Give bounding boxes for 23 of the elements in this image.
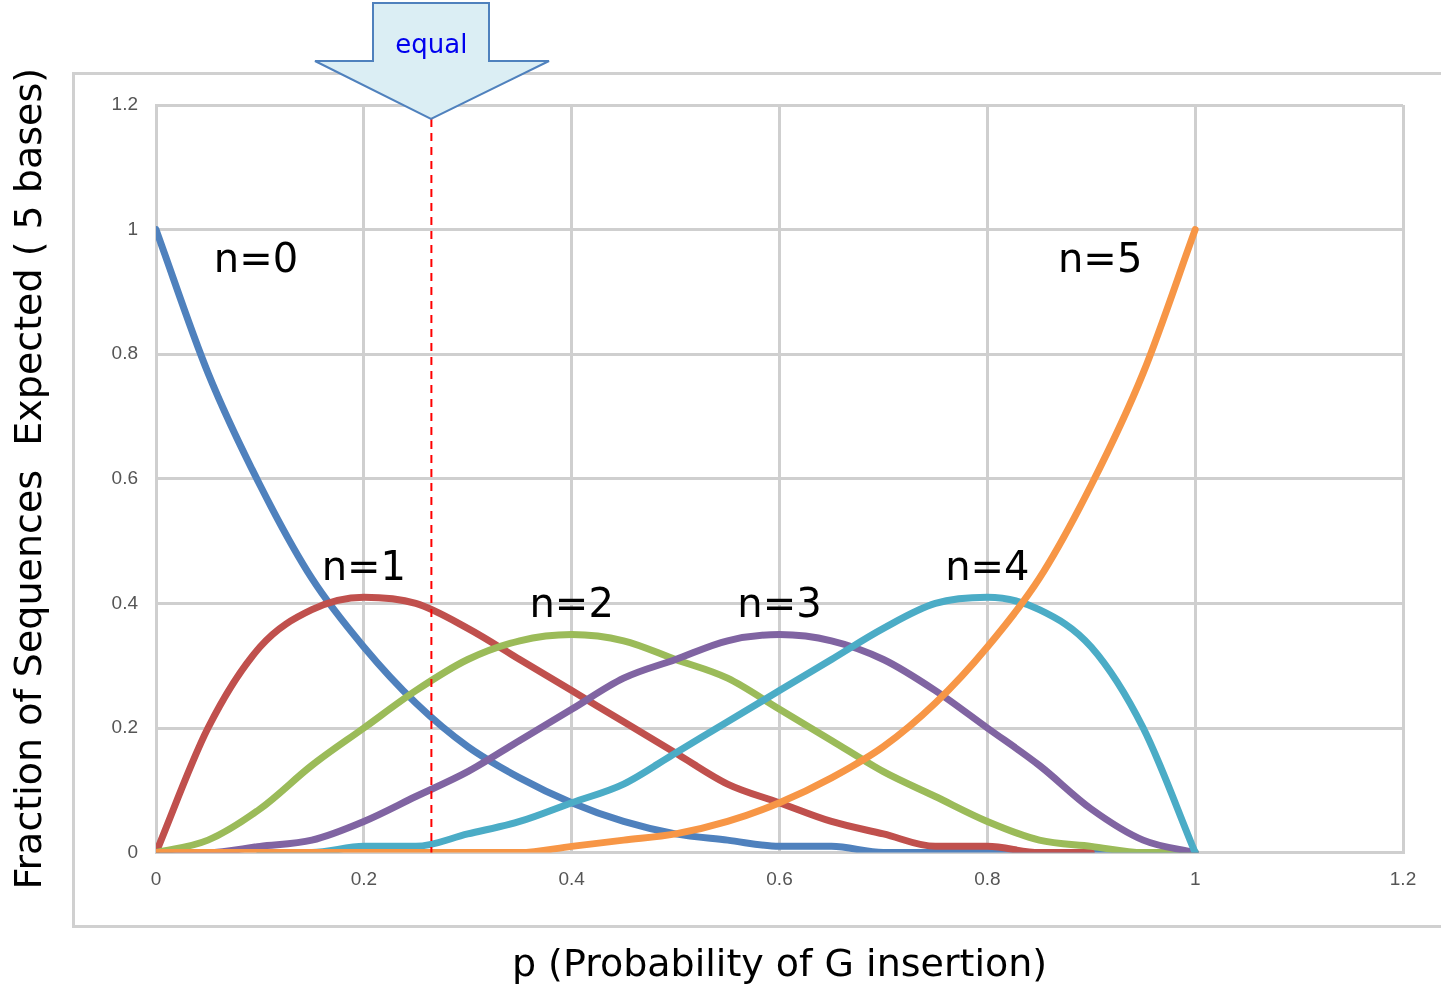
y-tick-label: 0.8 <box>111 342 139 364</box>
x-tick-label: 0.6 <box>766 868 793 890</box>
x-tick-label: 0.4 <box>558 868 586 890</box>
series-label: n=0 <box>213 234 299 281</box>
y-tick-label: 1.2 <box>111 93 139 115</box>
y-tick-label: 1 <box>127 217 139 239</box>
y-tick-label: 0.2 <box>111 716 139 738</box>
x-tick-label: 0.8 <box>974 868 1001 890</box>
x-tick-label: 1.2 <box>1389 868 1417 890</box>
y-axis-title: Fraction of Sequences Expected ( 5 bases) <box>5 68 50 890</box>
x-tick-label: 1 <box>1189 868 1201 890</box>
series-label: n=4 <box>945 542 1030 589</box>
ref-line-label: equal <box>394 29 469 59</box>
series-label: n=3 <box>737 579 822 626</box>
x-tick-label: 0.2 <box>350 868 378 890</box>
series-label: n=5 <box>1058 234 1143 281</box>
x-axis-title: p (Probability of G insertion) <box>511 941 1048 986</box>
series-label: n=2 <box>529 579 614 626</box>
y-tick-label: 0 <box>127 840 139 862</box>
y-tick-label: 0.6 <box>111 467 139 489</box>
x-tick-label: 0 <box>150 868 162 890</box>
y-tick-label: 0.4 <box>111 591 139 613</box>
series-label: n=1 <box>321 542 407 589</box>
